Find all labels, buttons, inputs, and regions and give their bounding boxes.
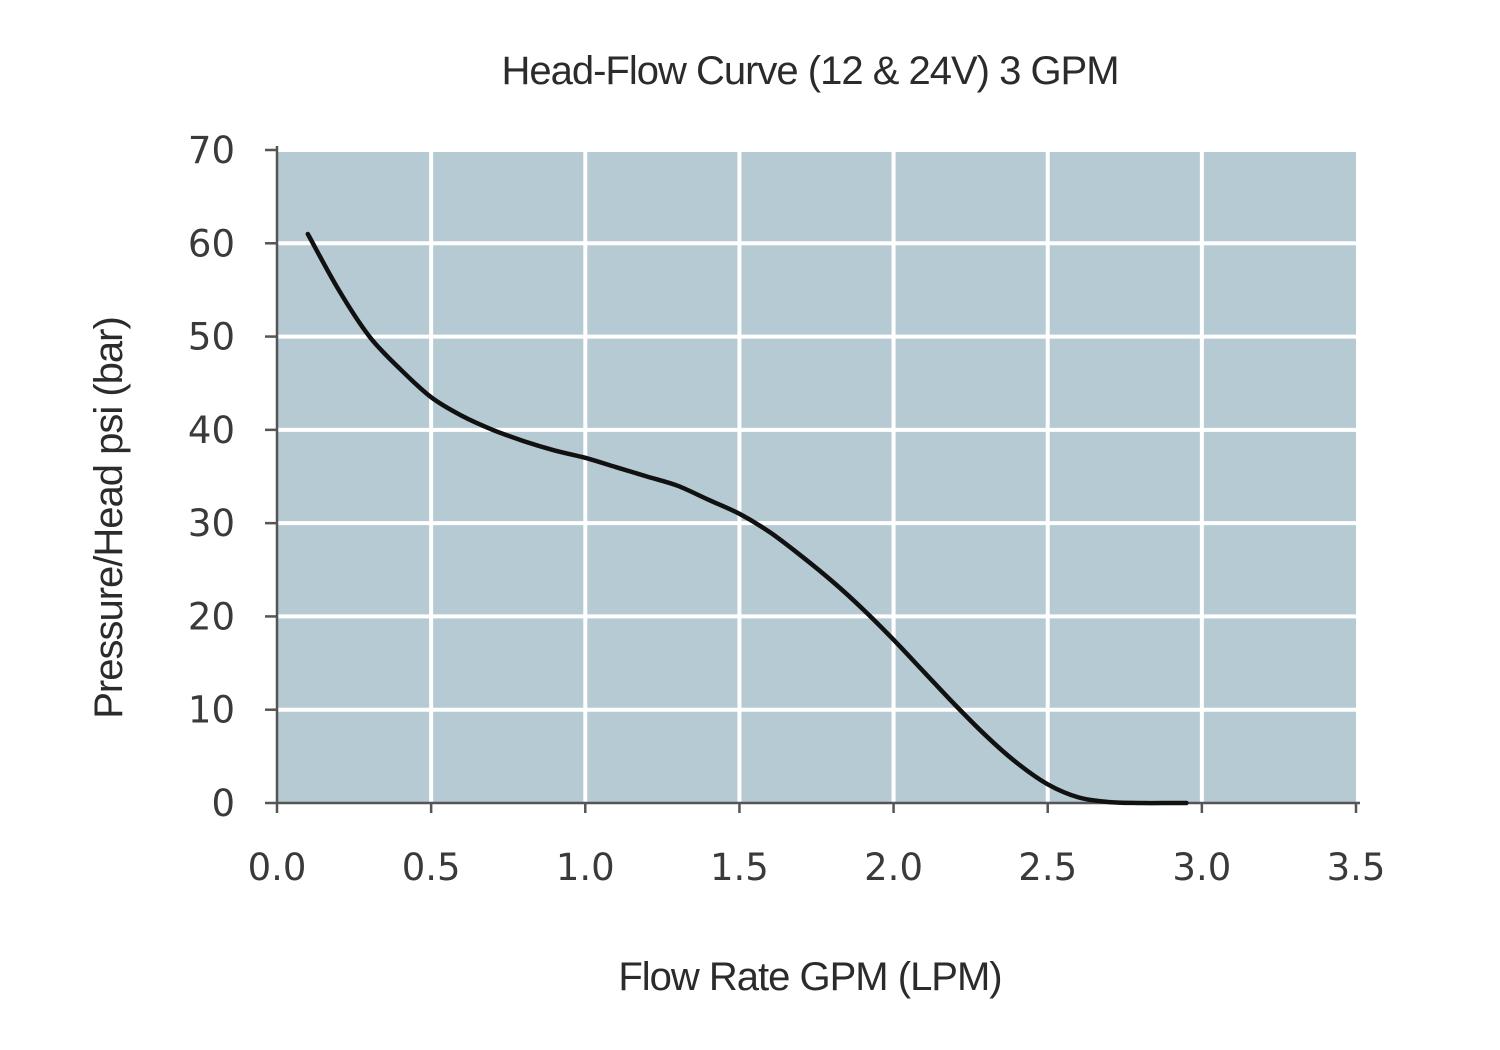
y-tick-label-1: 10 <box>188 689 235 732</box>
y-axis-ticks: 0 10 20 30 40 50 60 70 <box>188 129 277 825</box>
y-tick-label-2: 20 <box>188 595 235 638</box>
y-tick-label-6: 60 <box>188 222 235 265</box>
series-line-head-flow <box>305 231 1189 806</box>
y-tick-label-0: 0 <box>211 782 235 825</box>
x-axis-label: Flow Rate GPM (LPM) <box>618 955 1001 999</box>
x-tick-label-2: 1.0 <box>556 846 615 889</box>
x-tick-label-3: 1.5 <box>710 846 769 889</box>
gridlines <box>277 148 1356 803</box>
x-tick-label-0: 0.0 <box>248 846 307 889</box>
y-tick-label-4: 40 <box>188 409 235 452</box>
y-tick-label-7: 70 <box>188 129 235 172</box>
x-tick-label-7: 3.5 <box>1327 846 1386 889</box>
x-tick-label-5: 2.5 <box>1018 846 1077 889</box>
x-tick-label-4: 2.0 <box>864 846 923 889</box>
y-tick-label-5: 50 <box>188 316 235 359</box>
y-axis-label: Pressure/Head psi (bar) <box>87 317 131 719</box>
chart-title: Head-Flow Curve (12 & 24V) 3 GPM <box>501 49 1118 93</box>
x-tick-label-6: 3.0 <box>1172 846 1231 889</box>
x-axis-ticks: 0.0 0.5 1.0 1.5 2.0 2.5 3.0 3.5 <box>248 803 1386 889</box>
plot-area <box>277 150 1356 803</box>
x-tick-label-1: 0.5 <box>402 846 461 889</box>
y-tick-label-3: 30 <box>188 502 235 545</box>
